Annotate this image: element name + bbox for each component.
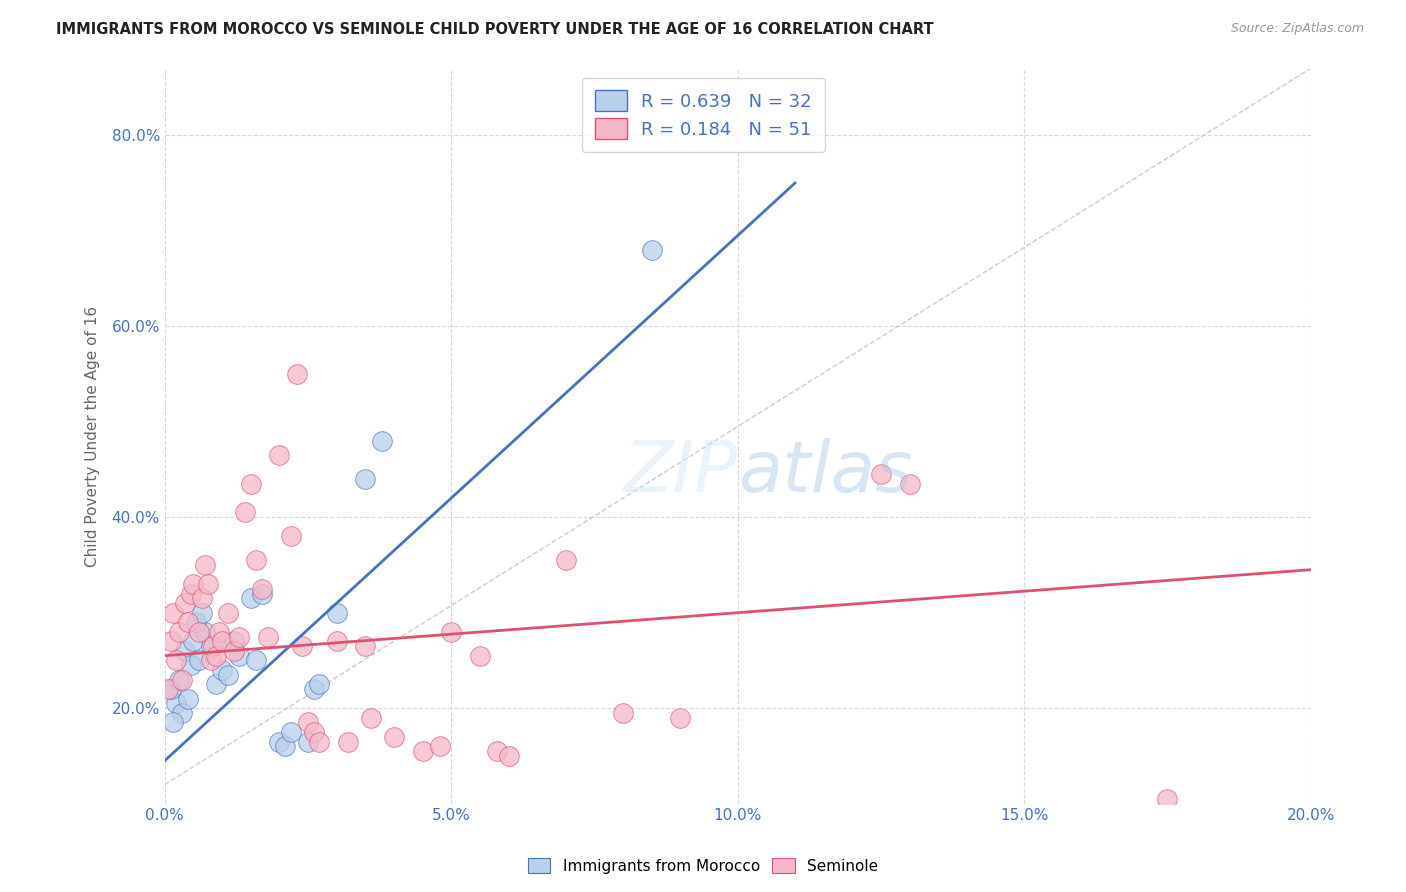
Point [188, 624, 211, 639]
Point [354, 472, 377, 486]
Point [250, 582, 273, 596]
Text: ZIP: ZIP [623, 438, 738, 508]
Point [291, 639, 314, 653]
Point [233, 505, 256, 519]
Point [371, 434, 394, 448]
Point [325, 634, 347, 648]
Point [208, 624, 231, 639]
Point [194, 558, 217, 572]
Point [308, 677, 330, 691]
Point [269, 448, 291, 462]
Point [228, 648, 250, 663]
Text: IMMIGRANTS FROM MOROCCO VS SEMINOLE CHILD POVERTY UNDER THE AGE OF 16 CORRELATIO: IMMIGRANTS FROM MOROCCO VS SEMINOLE CHIL… [56, 22, 934, 37]
Point [554, 553, 576, 567]
Point [239, 591, 262, 606]
Point [211, 634, 233, 648]
Point [612, 706, 634, 720]
Point [257, 630, 280, 644]
Point [173, 596, 195, 610]
Point [870, 467, 893, 482]
Text: atlas: atlas [738, 438, 912, 508]
Point [274, 739, 297, 754]
Point [354, 639, 377, 653]
Point [202, 639, 225, 653]
Point [669, 711, 692, 725]
Point [217, 606, 239, 620]
Point [440, 624, 463, 639]
Point [170, 673, 193, 687]
Point [180, 658, 202, 673]
Point [337, 734, 360, 748]
Point [228, 630, 250, 644]
Point [382, 730, 405, 744]
Point [1156, 792, 1178, 806]
Point [269, 734, 291, 748]
Point [170, 706, 193, 720]
Point [205, 648, 228, 663]
Point [200, 639, 222, 653]
Point [222, 634, 245, 648]
Point [486, 744, 509, 758]
Point [183, 634, 205, 648]
Point [498, 748, 520, 763]
Point [308, 734, 330, 748]
Point [191, 606, 214, 620]
Point [222, 644, 245, 658]
Point [898, 476, 921, 491]
Legend: R = 0.639   N = 32, R = 0.184   N = 51: R = 0.639 N = 32, R = 0.184 N = 51 [582, 78, 825, 152]
Point [162, 715, 184, 730]
Point [205, 677, 228, 691]
Point [297, 715, 319, 730]
Point [194, 624, 217, 639]
Point [156, 681, 179, 696]
Point [191, 591, 214, 606]
Point [245, 653, 267, 667]
Point [297, 734, 319, 748]
Point [429, 739, 451, 754]
Point [176, 615, 198, 630]
Point [165, 653, 187, 667]
Point [165, 697, 187, 711]
Point [325, 606, 347, 620]
Point [180, 586, 202, 600]
Point [159, 634, 181, 648]
Point [186, 615, 208, 630]
Point [211, 663, 233, 677]
Point [197, 577, 219, 591]
Point [167, 624, 190, 639]
Legend: Immigrants from Morocco, Seminole: Immigrants from Morocco, Seminole [522, 852, 884, 880]
Point [280, 529, 302, 543]
Point [468, 648, 491, 663]
Point [188, 653, 211, 667]
Point [360, 711, 382, 725]
Point [412, 744, 434, 758]
Y-axis label: Child Poverty Under the Age of 16: Child Poverty Under the Age of 16 [86, 305, 100, 566]
Point [176, 691, 198, 706]
Point [285, 367, 308, 381]
Point [200, 653, 222, 667]
Point [162, 606, 184, 620]
Point [280, 725, 302, 739]
Text: Source: ZipAtlas.com: Source: ZipAtlas.com [1230, 22, 1364, 36]
Point [183, 577, 205, 591]
Point [173, 644, 195, 658]
Point [302, 681, 325, 696]
Point [159, 681, 181, 696]
Point [245, 553, 267, 567]
Point [302, 725, 325, 739]
Point [167, 673, 190, 687]
Point [250, 586, 273, 600]
Point [239, 476, 262, 491]
Point [217, 667, 239, 681]
Point [641, 243, 664, 257]
